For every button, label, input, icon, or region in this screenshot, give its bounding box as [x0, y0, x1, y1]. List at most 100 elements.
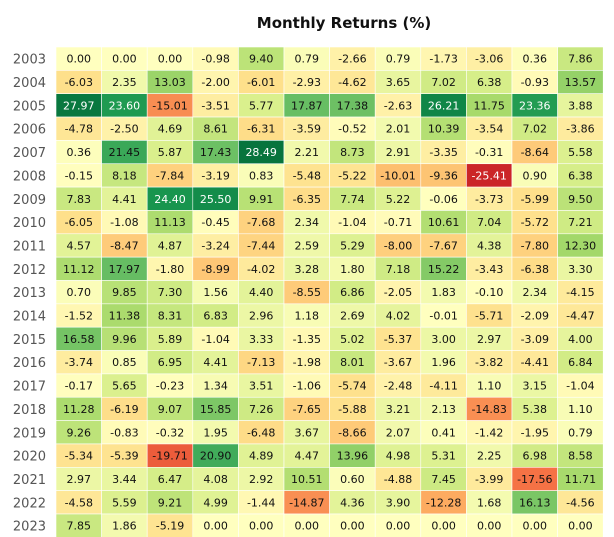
cell-value-label: 2.01 [386, 123, 411, 136]
cell-value-label: 3.21 [386, 403, 411, 416]
cell-value-label: 0.41 [431, 426, 456, 439]
cell-value-label: -1.73 [429, 53, 457, 66]
cell-value-label: -7.65 [293, 403, 321, 416]
cell-value-label: -7.84 [156, 169, 184, 182]
cell-value-label: 0.00 [477, 520, 502, 533]
cell-value-label: 1.86 [112, 520, 137, 533]
cell-value-label: 5.65 [112, 380, 137, 393]
cell-value-label: -19.71 [152, 450, 187, 463]
cell-value-label: -0.32 [156, 426, 184, 439]
cell-value-label: -4.41 [521, 356, 549, 369]
cell-value-label: 9.40 [249, 53, 274, 66]
cell-value-label: 1.68 [477, 496, 502, 509]
cell-value-label: 7.18 [386, 263, 411, 276]
cell-value-label: -1.04 [201, 333, 229, 346]
cell-value-label: 0.00 [340, 520, 365, 533]
cell-value-label: -1.04 [566, 380, 594, 393]
y-tick-label: 2003 [13, 53, 46, 68]
cell-value-label: 7.02 [431, 76, 456, 89]
cell-value-label: 2.91 [386, 146, 411, 159]
y-tick-label: 2013 [13, 286, 46, 301]
cell-value-label: 16.58 [63, 333, 95, 346]
cell-value-label: 23.36 [519, 99, 551, 112]
cell-value-label: 0.36 [67, 146, 92, 159]
cell-value-label: -8.99 [201, 263, 229, 276]
cell-value-label: -0.98 [201, 53, 229, 66]
cell-value-label: -1.44 [247, 496, 275, 509]
cell-value-label: -0.01 [429, 310, 457, 323]
cell-value-label: 0.00 [386, 520, 411, 533]
cell-value-label: 0.00 [158, 53, 183, 66]
cell-value-label: 4.47 [295, 450, 320, 463]
cell-value-label: 3.65 [386, 76, 411, 89]
cell-value-label: 2.13 [431, 403, 456, 416]
cell-value-label: 0.70 [67, 286, 92, 299]
cell-value-label: -3.54 [475, 123, 503, 136]
cell-value-label: -4.15 [566, 286, 594, 299]
cell-value-label: 0.83 [249, 169, 274, 182]
cell-value-label: -0.10 [475, 286, 503, 299]
cell-value-label: -6.35 [293, 193, 321, 206]
cell-value-label: 0.00 [67, 53, 92, 66]
cell-value-label: 11.75 [473, 99, 505, 112]
cell-value-label: 0.79 [568, 426, 593, 439]
cell-value-label: -25.41 [471, 169, 506, 182]
cell-value-label: 6.47 [158, 473, 183, 486]
cell-value-label: 7.21 [568, 216, 593, 229]
cell-value-label: 8.01 [340, 356, 365, 369]
cell-value-label: -0.45 [201, 216, 229, 229]
heatmap-cell-2023-dec [557, 513, 604, 537]
cell-value-label: 1.83 [431, 286, 456, 299]
cell-value-label: 7.26 [249, 403, 274, 416]
cell-value-label: -1.80 [156, 263, 184, 276]
cell-value-label: -4.47 [566, 310, 594, 323]
cell-value-label: 7.85 [67, 520, 92, 533]
cell-value-label: -3.82 [475, 356, 503, 369]
cell-value-label: 4.57 [67, 239, 92, 252]
cell-value-label: -5.88 [338, 403, 366, 416]
cell-value-label: 6.38 [568, 169, 593, 182]
cell-value-label: 0.36 [523, 53, 548, 66]
cell-value-label: -7.44 [247, 239, 275, 252]
cell-value-label: -15.01 [152, 99, 187, 112]
cell-value-label: -7.80 [521, 239, 549, 252]
cell-value-label: 10.51 [291, 473, 323, 486]
cell-value-label: 6.98 [523, 450, 548, 463]
cell-value-label: 7.74 [340, 193, 365, 206]
cell-value-label: 7.30 [158, 286, 183, 299]
cell-value-label: 13.03 [154, 76, 186, 89]
y-tick-label: 2015 [13, 333, 46, 348]
cell-value-label: -4.62 [338, 76, 366, 89]
cell-value-label: 9.07 [158, 403, 183, 416]
cell-value-label: 2.25 [477, 450, 502, 463]
cell-value-label: 20.90 [200, 450, 232, 463]
cell-value-label: 1.10 [568, 403, 593, 416]
cell-value-label: 4.98 [386, 450, 411, 463]
cell-value-label: -1.98 [293, 356, 321, 369]
cell-value-label: 16.13 [519, 496, 551, 509]
cell-value-label: 27.97 [63, 99, 95, 112]
cell-value-label: 3.51 [249, 380, 274, 393]
cell-value-label: -1.42 [475, 426, 503, 439]
cell-value-label: -14.87 [289, 496, 324, 509]
y-tick-label: 2018 [13, 403, 46, 418]
cell-value-label: 4.87 [158, 239, 183, 252]
y-tick-label: 2022 [13, 496, 46, 511]
cell-value-label: -3.19 [201, 169, 229, 182]
cell-value-label: -8.47 [110, 239, 138, 252]
cell-value-label: 4.08 [203, 473, 228, 486]
cell-value-label: -5.37 [384, 333, 412, 346]
cell-value-label: 3.28 [295, 263, 320, 276]
cell-value-label: 5.29 [340, 239, 365, 252]
cell-value-label: 1.34 [203, 380, 228, 393]
cell-value-label: 3.30 [568, 263, 593, 276]
cell-value-label: -5.34 [65, 450, 93, 463]
cell-value-label: -1.35 [293, 333, 321, 346]
cell-value-label: 6.86 [340, 286, 365, 299]
cell-value-label: -3.09 [521, 333, 549, 346]
cell-value-label: 25.50 [200, 193, 232, 206]
cell-value-label: -1.95 [521, 426, 549, 439]
y-tick-label: 2020 [13, 450, 46, 465]
cell-value-label: 2.21 [295, 146, 320, 159]
